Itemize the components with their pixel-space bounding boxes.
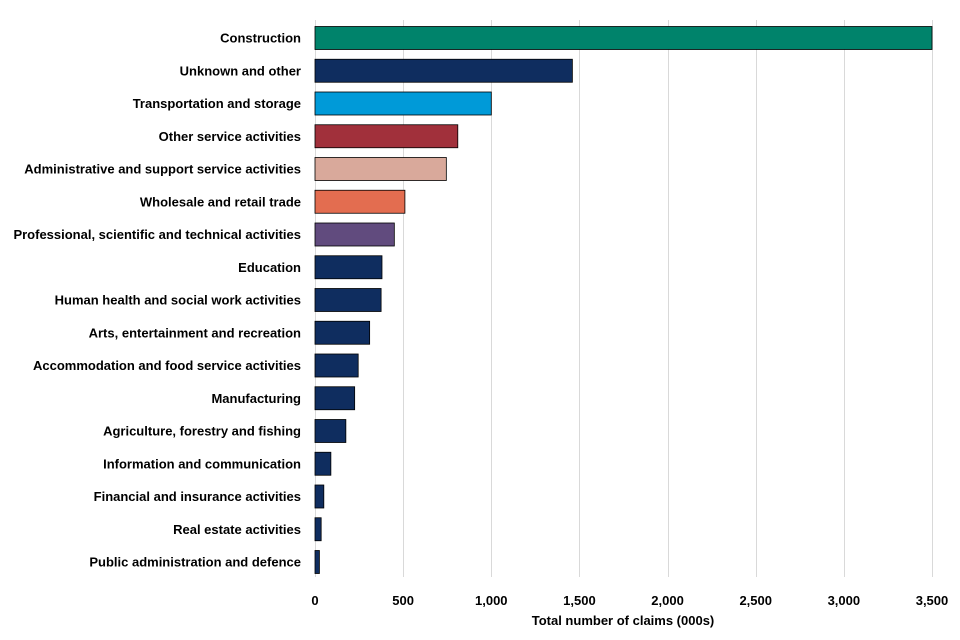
bar <box>314 353 359 378</box>
category-label: Professional, scientific and technical a… <box>13 227 301 242</box>
bar <box>314 26 933 50</box>
x-tick-label: 1,500 <box>563 593 596 608</box>
category-label: Other service activities <box>159 129 301 144</box>
bar <box>314 320 371 345</box>
category-label: Unknown and other <box>180 63 301 78</box>
bar <box>314 222 395 247</box>
bar <box>314 189 406 214</box>
category-label: Construction <box>220 31 301 46</box>
category-label: Financial and insurance activities <box>94 489 301 504</box>
bar <box>314 550 320 574</box>
bar <box>314 451 332 476</box>
category-label: Administrative and support service activ… <box>24 162 301 177</box>
bar <box>314 517 322 542</box>
category-label: Agriculture, forestry and fishing <box>103 424 301 439</box>
x-tick-label: 2,500 <box>739 593 772 608</box>
category-label: Arts, entertainment and recreation <box>89 325 301 340</box>
x-tick-label: 3,500 <box>916 593 949 608</box>
bar <box>314 288 382 312</box>
bar <box>314 386 356 411</box>
x-tick-label: 500 <box>392 593 414 608</box>
x-tick-label: 3,000 <box>828 593 861 608</box>
category-label: Education <box>238 260 301 275</box>
category-label: Transportation and storage <box>133 96 301 111</box>
category-label: Wholesale and retail trade <box>140 194 301 209</box>
bar <box>314 91 492 116</box>
x-tick-label: 0 <box>311 593 318 608</box>
x-tick-label: 2,000 <box>651 593 684 608</box>
bar <box>314 58 573 83</box>
bar <box>314 419 347 443</box>
category-label: Information and communication <box>103 456 301 471</box>
x-axis-title: Total number of claims (000s) <box>532 613 715 628</box>
bar <box>314 157 447 181</box>
category-label: Human health and social work activities <box>55 293 301 308</box>
category-label: Public administration and defence <box>89 555 301 570</box>
bar <box>314 255 383 280</box>
x-tick-labels: 0 500 1,000 1,500 2,000 2,500 3,000 3,500 <box>311 593 948 608</box>
category-labels: Construction Unknown and other Transportat… <box>13 31 301 570</box>
bar <box>314 484 325 509</box>
category-label: Real estate activities <box>173 522 301 537</box>
bar <box>314 124 459 149</box>
bars <box>314 26 933 574</box>
x-tick-label: 1,000 <box>475 593 508 608</box>
category-label: Accommodation and food service activitie… <box>33 358 301 373</box>
category-label: Manufacturing <box>211 391 301 406</box>
